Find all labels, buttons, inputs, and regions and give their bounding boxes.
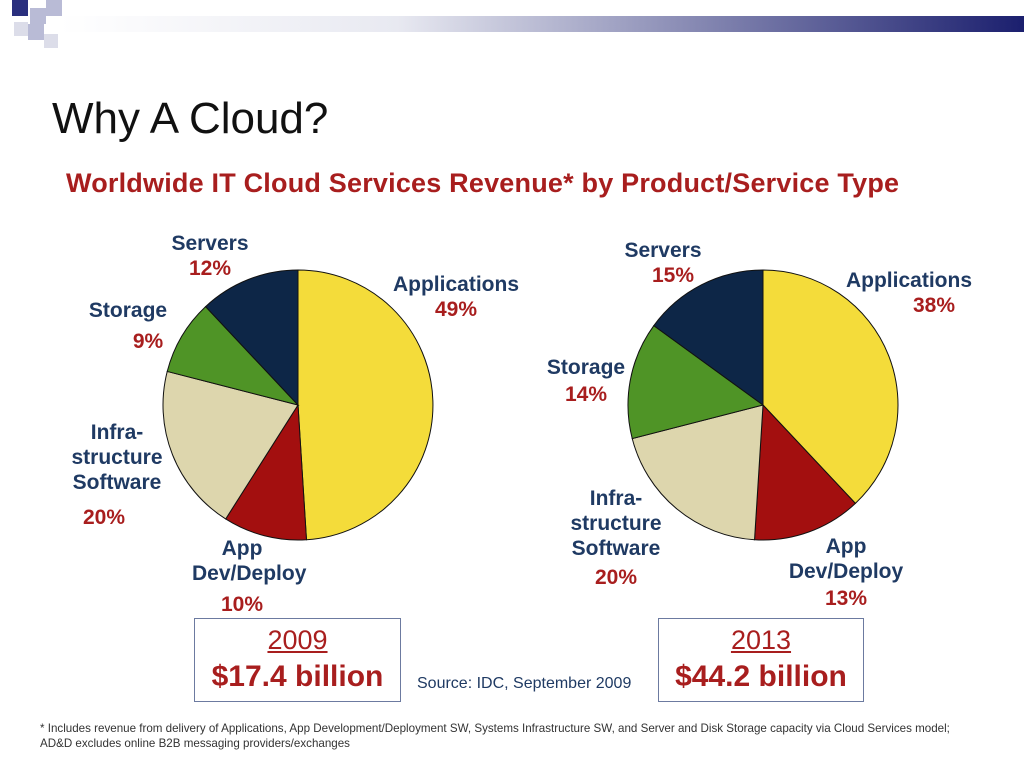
pie-slice-2013-storage bbox=[627, 324, 765, 440]
source-note: Source: IDC, September 2009 bbox=[417, 675, 632, 692]
label-2013-appdev: App Dev/Deploy 13% bbox=[788, 535, 904, 610]
pie-2009 bbox=[162, 269, 434, 541]
label-2013-infrastructure: Infra- structure Software 20% bbox=[570, 487, 662, 589]
label-2009-storage: Storage 9% bbox=[88, 299, 168, 353]
label-2009-applications: Applications 49% bbox=[392, 273, 519, 321]
label-2013-servers: Servers 15% bbox=[624, 239, 702, 287]
label-2009-servers: Servers 12% bbox=[171, 232, 249, 280]
label-2009-infrastructure: Infra- structure Software 20% bbox=[71, 421, 163, 529]
year-2009: 2009 bbox=[267, 625, 328, 655]
pie-slice-2013-applications bbox=[762, 269, 899, 505]
pie-slice-2009-infra-structure-software bbox=[162, 370, 299, 520]
label-2013-applications: Applications 38% bbox=[845, 269, 972, 317]
year-2013: 2013 bbox=[730, 625, 792, 655]
label-2013-storage: Storage 14% bbox=[546, 356, 626, 406]
pie-slice-2009-applications bbox=[297, 269, 434, 541]
pie-slice-2013-infra-structure-software bbox=[631, 404, 764, 541]
header-gradient-bar bbox=[60, 16, 1024, 32]
footnote: * Includes revenue from delivery of Appl… bbox=[40, 722, 950, 750]
total-2009: $17.4 billion bbox=[211, 660, 384, 693]
year-box-2009: 2009 $17.4 billion bbox=[194, 618, 401, 702]
pie-slice-2009-app-dev-deploy bbox=[224, 403, 308, 541]
year-box-2013: 2013 $44.2 billion bbox=[658, 618, 864, 702]
pie-slice-2009-servers bbox=[204, 269, 299, 407]
pie-slice-2013-servers bbox=[653, 269, 764, 406]
pie-2013 bbox=[627, 269, 899, 541]
total-2013: $44.2 billion bbox=[675, 660, 847, 693]
slide-title: Why A Cloud? bbox=[52, 94, 329, 143]
label-2009-appdev: App Dev/Deploy 10% bbox=[192, 537, 307, 616]
pie-slice-2013-app-dev-deploy bbox=[753, 403, 857, 541]
chart-title: Worldwide IT Cloud Services Revenue* by … bbox=[66, 168, 900, 198]
